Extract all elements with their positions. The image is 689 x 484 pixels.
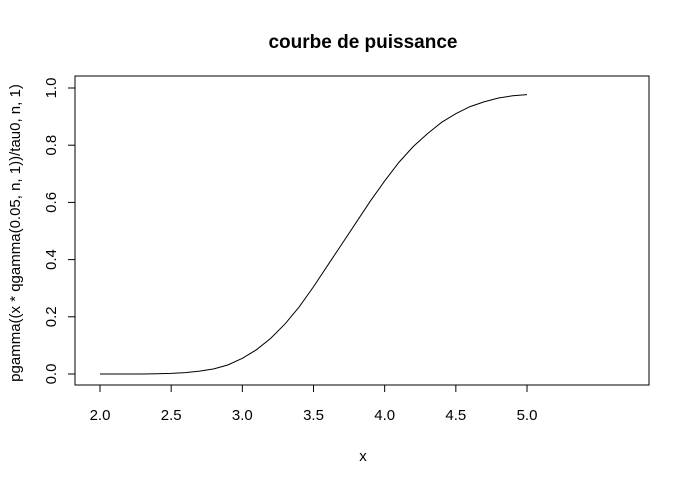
y-tick-label: 1.0	[43, 78, 60, 99]
plot-frame	[74, 75, 650, 386]
x-tick-label: 5.0	[517, 407, 538, 424]
x-axis: 2.0 2.5 3.0 3.5 4.0 4.5 5.0	[90, 384, 538, 424]
y-tick-label: 0.0	[43, 364, 60, 385]
power-curve-line	[100, 94, 528, 375]
x-tick-label: 3.0	[232, 407, 253, 424]
x-tick-label: 2.0	[90, 407, 111, 424]
x-tick-label: 4.5	[445, 407, 466, 424]
y-axis: 0.0 0.2 0.4 0.6 0.8 1.0	[43, 78, 76, 385]
y-tick-label: 0.4	[43, 249, 60, 270]
y-axis-label: pgamma((x * qgamma(0.05, n, 1))/tau0, n,…	[7, 84, 24, 382]
y-tick-label: 0.6	[43, 192, 60, 213]
chart-title: courbe de puissance	[268, 32, 457, 53]
y-tick-label: 0.8	[43, 135, 60, 156]
x-axis-label: x	[359, 448, 367, 465]
y-tick-label: 0.2	[43, 306, 60, 327]
x-tick-label: 4.0	[374, 407, 395, 424]
x-tick-label: 3.5	[303, 407, 324, 424]
x-tick-label: 2.5	[161, 407, 182, 424]
